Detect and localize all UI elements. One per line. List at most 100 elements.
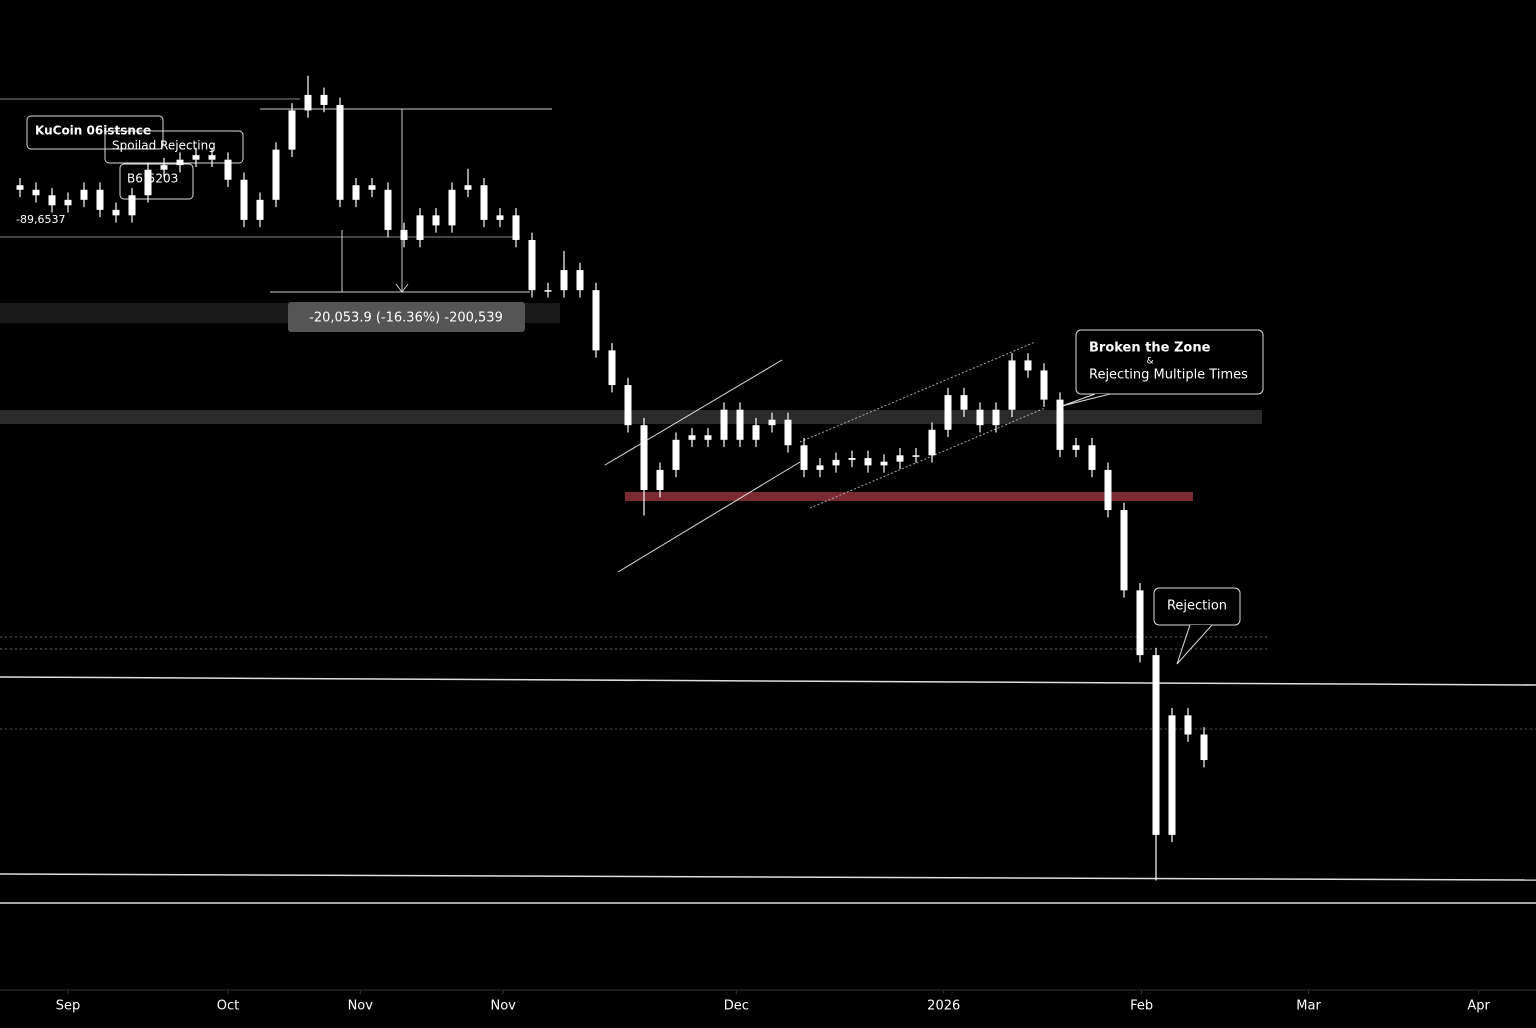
candle-body [384,189,392,230]
candle-body [416,215,424,240]
candle-body [480,185,488,220]
x-tick-label: Feb [1130,999,1153,1014]
candle-body [32,189,40,196]
candle-body [1200,734,1208,761]
x-tick-label: Nov [491,999,517,1014]
candle-body [848,458,856,460]
candle-body [224,159,232,180]
x-tick-label: Nov [348,999,374,1014]
candle-body [672,439,680,470]
arrow [395,283,409,293]
channel-line [604,359,783,466]
label-text: Spoilad Rejecting [112,139,216,153]
candle-body [208,155,216,160]
candle-body [544,290,552,292]
candle-body [576,270,584,291]
candle-body [880,461,888,466]
candle-body [96,189,104,210]
candle-body [656,469,664,490]
x-tick-label: Sep [56,999,81,1014]
candle-body [192,155,200,160]
label-box [26,115,164,150]
candle-body [400,229,408,240]
candle-body [176,159,184,166]
x-tick-label: Apr [1467,999,1490,1014]
candle-body [560,270,568,291]
label-text: B6!5203 [127,172,178,186]
candle-body [944,395,952,430]
x-tick-label: Dec [724,999,749,1014]
channel-line [809,407,1046,509]
candle-body [704,435,712,440]
candle-body [1088,445,1096,470]
label-text: -89,6537 [16,213,65,226]
callout-box [1075,329,1264,395]
x-tick-label: Mar [1296,999,1321,1014]
candle-body [592,290,600,351]
candle-body [832,459,840,466]
candle-body [1184,715,1192,735]
callout-pointer [1176,624,1213,665]
candle-body [752,425,760,440]
channel-line [617,461,801,573]
candle-body [1024,360,1032,371]
candle-body [64,199,72,206]
candle-body [960,395,968,410]
candle-body [144,169,152,196]
candle-body [48,195,56,206]
candle-body [896,455,904,462]
candle-body [512,215,520,240]
candle-body [448,189,456,226]
measure-label: -20,053.9 (-16.36%) -200,539 [309,311,503,326]
callout-text: Rejecting Multiple Times [1089,368,1248,383]
candle-body [688,435,696,440]
candle-body [160,165,168,170]
candle-body [320,94,328,105]
channel-line [799,341,1036,443]
candle-body [240,179,248,220]
candle-body [816,465,824,470]
candle-body [1056,399,1064,450]
candle-body [1072,445,1080,450]
candle-body [112,209,120,216]
candle-body [432,215,440,226]
measure-box [288,302,525,332]
candle-body [16,185,24,190]
candle-body [352,185,360,200]
candle-body [336,104,344,200]
candle-body [272,149,280,200]
level-line [0,873,1536,881]
candle-body [784,419,792,446]
candle-body [256,199,264,220]
candle-body [496,215,504,220]
candle-body [624,385,632,426]
candle-body [128,195,136,216]
candle-body [288,110,296,150]
candle-body [528,239,536,291]
candle-body [80,189,88,200]
candle-body [1104,469,1112,511]
candle-body [1008,360,1016,410]
label-text: KuCoin 06istsnce [35,124,151,138]
label-box [104,130,244,164]
level-line [0,676,1536,686]
candle-body [976,409,984,426]
callout-text: Rejection [1167,599,1227,614]
callout-title: Broken the Zone [1089,341,1211,356]
candle-body [1120,510,1128,591]
candle-body [464,185,472,190]
candle-body [608,350,616,386]
candle-body [800,445,808,470]
candle-body [1152,655,1160,835]
callout-text: & [1146,357,1153,367]
x-tick-label: Oct [217,999,239,1014]
candle-body [736,409,744,440]
candle-body [864,458,872,466]
candle-body [1136,590,1144,656]
candle-body [768,419,776,426]
label-box [119,163,194,200]
candle-body [992,409,1000,426]
candle-body [368,185,376,190]
